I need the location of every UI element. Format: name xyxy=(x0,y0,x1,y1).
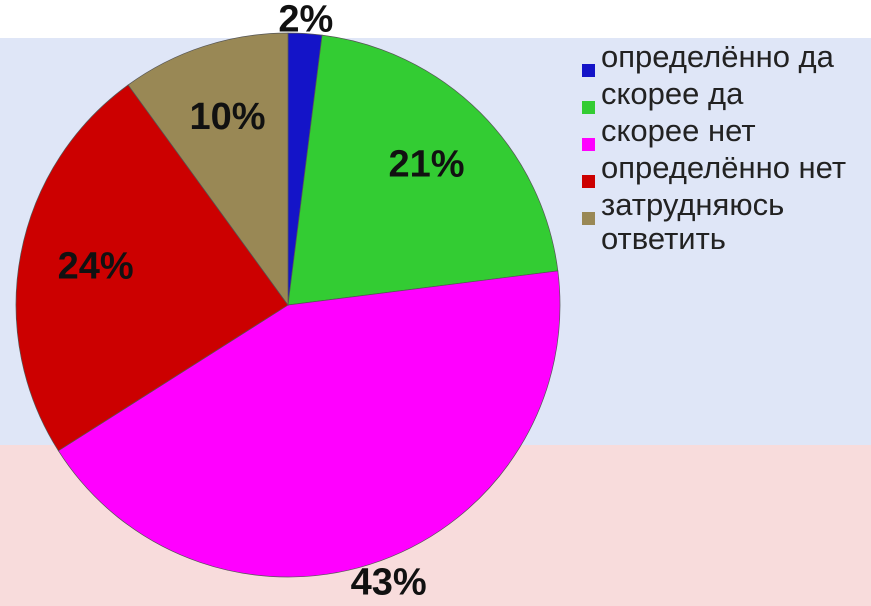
legend-item: скорее нет xyxy=(582,114,863,151)
legend-label: скорее нет xyxy=(601,114,863,148)
legend-swatch xyxy=(582,101,595,114)
legend-label: определённо нет xyxy=(601,151,863,185)
legend-item: определённо нет xyxy=(582,151,863,188)
legend-label: скорее да xyxy=(601,77,863,111)
legend-label: определённо да xyxy=(601,40,863,74)
legend-label: затрудняюсь ответить xyxy=(601,188,863,256)
data-label: 21% xyxy=(388,144,464,186)
legend-item: определённо да xyxy=(582,40,863,77)
legend-swatch xyxy=(582,175,595,188)
data-label: 24% xyxy=(58,245,134,287)
legend-swatch xyxy=(582,212,595,225)
legend-item: затрудняюсь ответить xyxy=(582,188,863,256)
page: 2%21%43%24%10% определённо даскорее даск… xyxy=(0,0,871,606)
legend-swatch xyxy=(582,64,595,77)
legend-swatch xyxy=(582,138,595,151)
data-label: 10% xyxy=(189,96,265,138)
data-label: 43% xyxy=(351,561,427,603)
legend-item: скорее да xyxy=(582,77,863,114)
